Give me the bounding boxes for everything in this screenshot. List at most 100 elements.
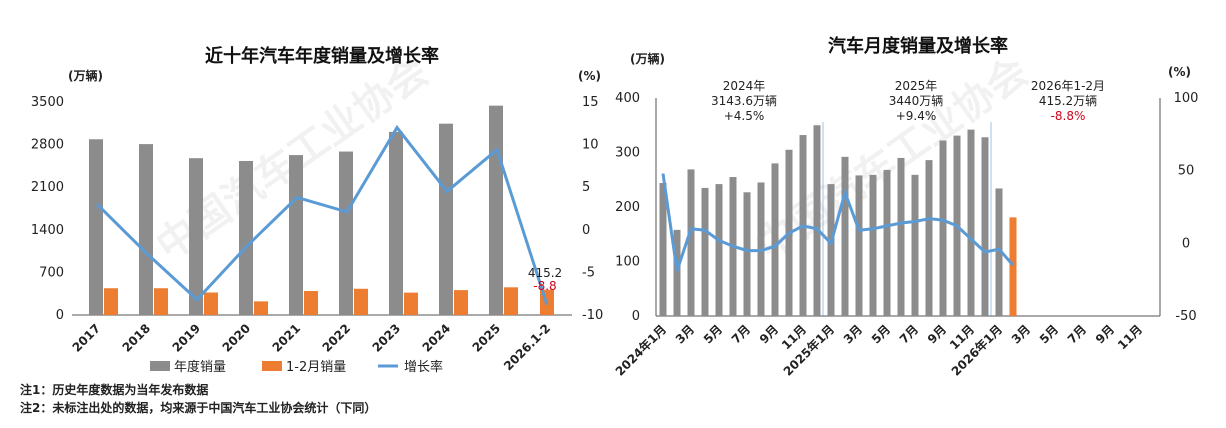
x-tick-label: 9月 (1093, 322, 1117, 346)
growth-rate-line (661, 173, 1015, 272)
x-tick-label: 3月 (1009, 322, 1033, 346)
monthly-sales-bar (673, 229, 681, 316)
jan-feb-sales-bar (304, 290, 318, 315)
period-annotation: 2025年 (895, 79, 938, 93)
y2-tick-label: 15 (582, 95, 599, 110)
y2-tick-label: 10 (582, 138, 599, 153)
growth-rate-line (95, 124, 549, 306)
y2-tick-label: 0 (582, 223, 590, 238)
y-tick-label: 0 (632, 309, 640, 324)
period-annotation: +9.4% (896, 109, 937, 123)
x-tick-label: 2023 (370, 321, 404, 355)
y2-tick-label: -50 (1175, 309, 1196, 324)
monthly-sales-bar (897, 157, 905, 316)
annual-sales-bar (239, 160, 253, 315)
jan-feb-sales-bar (504, 287, 518, 315)
legend-label: 1-2月销量 (286, 360, 346, 375)
period-annotation: 2026年1-2月 (1031, 79, 1105, 93)
period-annotation: 2024年 (723, 79, 766, 93)
y2-tick-label: 0 (1182, 236, 1190, 251)
y2-axis-label: (%) (578, 69, 601, 83)
data-label: 415.2 (528, 266, 562, 280)
legend-swatch (262, 361, 282, 371)
chart-title: 近十年汽车年度销量及增长率 (205, 45, 439, 67)
x-tick-label: 2024年1月 (612, 322, 669, 379)
monthly-sales-bar (925, 160, 933, 316)
x-tick-label: 5月 (869, 322, 893, 346)
x-tick-label: 2020 (220, 321, 254, 355)
monthly-sales-bar (813, 125, 821, 316)
y2-tick-label: -5 (582, 265, 595, 280)
y2-tick-label: -10 (582, 308, 603, 323)
x-tick-label: 2025 (470, 321, 504, 355)
monthly-sales-bar (855, 175, 863, 316)
annual-sales-bar (139, 144, 153, 315)
y-tick-label: 3500 (31, 95, 64, 110)
x-tick-label: 3月 (841, 322, 865, 346)
monthly-sales-bar (841, 156, 849, 316)
x-tick-label: 2018 (120, 321, 154, 355)
jan-feb-sales-bar (454, 290, 468, 315)
legend-label: 年度销量 (174, 359, 226, 375)
monthly-sales-bar (827, 184, 835, 316)
monthly-sales-bar (687, 169, 695, 316)
y-tick-label: 1400 (31, 223, 64, 238)
x-tick-label: 2017 (70, 321, 104, 355)
jan-feb-sales-bar (104, 288, 118, 315)
legend-swatch (150, 361, 170, 371)
y-tick-label: 700 (39, 265, 64, 280)
monthly-sales-bar (995, 188, 1003, 316)
data-label: -8.8 (533, 279, 556, 293)
chart-title: 汽车月度销量及增长率 (828, 35, 1008, 57)
jan-feb-sales-bar (354, 288, 368, 315)
x-tick-label: 2022 (320, 321, 354, 355)
y2-tick-label: 100 (1174, 91, 1199, 106)
annual-sales-bar (489, 105, 503, 315)
y-tick-label: 200 (615, 200, 640, 215)
y-axis-label: (万辆) (630, 51, 665, 66)
x-tick-label: 2019 (170, 321, 204, 355)
monthly-sales-bar (743, 192, 751, 316)
x-tick-label: 7月 (897, 322, 921, 346)
x-tick-label: 9月 (925, 322, 949, 346)
annual-sales-bar (389, 131, 403, 315)
annual-sales-bar (439, 123, 453, 315)
period-annotation: +4.5% (724, 109, 765, 123)
y-tick-label: 100 (615, 255, 640, 270)
jan-feb-sales-bar (404, 292, 418, 315)
y2-axis-label: (%) (1168, 65, 1191, 79)
x-tick-label: 7月 (729, 322, 753, 346)
y-tick-label: 300 (615, 146, 640, 161)
monthly-sales-bar (883, 169, 891, 316)
period-annotation: 415.2万辆 (1039, 94, 1097, 108)
y-tick-label: 400 (615, 91, 640, 106)
jan-feb-sales-bar (254, 301, 268, 315)
annual-sales-bar (289, 155, 303, 315)
x-tick-label: 3月 (673, 322, 697, 346)
y-tick-label: 2800 (31, 138, 64, 153)
monthly-sales-bar (911, 174, 919, 316)
period-annotation: 3143.6万辆 (711, 94, 777, 108)
annual-sales-bar (189, 158, 203, 315)
jan-feb-sales-bar (204, 292, 218, 315)
monthly-sales-bar (659, 183, 667, 316)
x-tick-label: 2024 (420, 321, 454, 355)
y2-tick-label: 5 (582, 180, 590, 195)
x-tick-label: 9月 (757, 322, 781, 346)
x-tick-label: 2026.1-2 (501, 321, 553, 373)
x-tick-label: 7月 (1065, 322, 1089, 346)
y-axis-label: (万辆) (68, 68, 103, 83)
annual-sales-bar (339, 151, 353, 315)
y-tick-label: 2100 (31, 180, 64, 195)
x-tick-label: 2021 (270, 321, 304, 355)
monthly-sales-bar (701, 187, 709, 316)
footnote: 注2：未标注出处的数据，均来源于中国汽车工业协会统计（下同） (20, 400, 376, 415)
footnote: 注1：历史年度数据为当年发布数据 (20, 382, 208, 397)
annual-sales-bar (89, 139, 103, 315)
monthly-sales-bar (939, 140, 947, 316)
legend-label: 增长率 (404, 359, 443, 375)
monthly-sales-bar (981, 137, 989, 316)
x-tick-label: 5月 (1037, 322, 1061, 346)
